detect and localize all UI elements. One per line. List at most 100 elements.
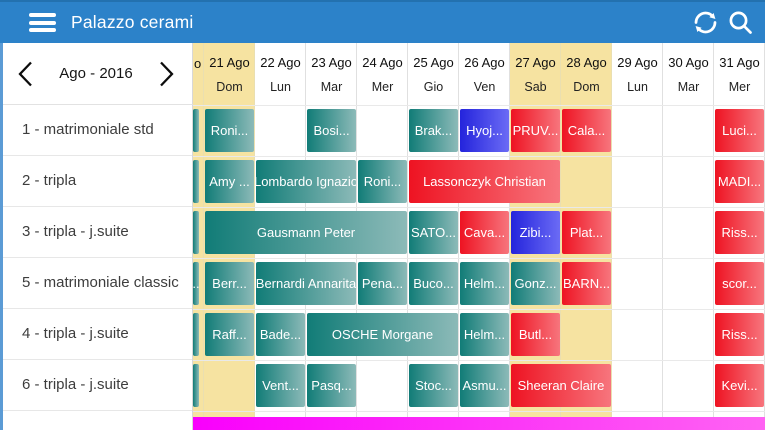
day-header-date: 29 Ago	[617, 54, 658, 70]
day-header-cell: 28 Ago Dom	[561, 43, 612, 105]
booking-block[interactable]: Luci...	[715, 109, 764, 152]
day-header-dow: Mer	[728, 79, 751, 94]
room-row: 4 - tripla - j.suite	[0, 309, 192, 360]
day-header-dow: Lun	[270, 79, 291, 94]
row-divider	[193, 207, 765, 208]
booking-block[interactable]: PRUV...	[511, 109, 560, 152]
day-header-cell: 26 Ago Ven	[459, 43, 510, 105]
day-header-cell: 27 Ago Sab	[510, 43, 561, 105]
day-header-dow: Dom	[216, 79, 243, 94]
day-header-date: 25 Ago	[413, 54, 454, 70]
row-divider	[193, 360, 765, 361]
day-header-date: 30 Ago	[668, 54, 709, 70]
room-row: 3 - tripla - j.suite	[0, 207, 192, 258]
booking-block[interactable]	[193, 364, 199, 407]
booking-block[interactable]: Berr...	[205, 262, 254, 305]
room-row: 1 - matrimoniale std	[0, 105, 192, 156]
row-divider	[193, 309, 765, 310]
day-header-cell: 25 Ago Gio	[408, 43, 459, 105]
top-app-bar: Palazzo cerami	[0, 0, 765, 43]
booking-block[interactable]	[193, 211, 199, 254]
left-accent-strip	[0, 43, 3, 430]
day-header-date: 21 Ago	[209, 54, 250, 70]
day-header-dow: Lun	[627, 79, 648, 94]
row-divider	[193, 156, 765, 157]
room-row: 6 - tripla - j.suite	[0, 360, 192, 411]
booking-block[interactable]: Amy ...	[205, 160, 254, 203]
booking-block[interactable]: Bernardi Annarita	[256, 262, 356, 305]
day-header-cell: 23 Ago Mar	[306, 43, 357, 105]
booking-block[interactable]: Sheeran Claire	[511, 364, 611, 407]
booking-block[interactable]: Cava...	[460, 211, 509, 254]
day-header-dow: Ven	[473, 79, 496, 94]
day-header-dow: Sab	[524, 79, 547, 94]
booking-block[interactable]: Kevi...	[715, 364, 764, 407]
booking-block[interactable]: Helm...	[460, 262, 509, 305]
room-list: 1 - matrimoniale std 2 - tripla 3 - tripla…	[0, 105, 193, 430]
booking-block[interactable]: Lombardo Ignazio	[256, 160, 356, 203]
day-header-date: 27 Ago	[515, 54, 556, 70]
booking-block[interactable]: Bade...	[256, 313, 305, 356]
booking-block[interactable]: scor...	[715, 262, 764, 305]
day-header-cell: 21 Ago Dom	[204, 43, 255, 105]
booking-block[interactable]	[193, 313, 199, 356]
booking-block[interactable]	[193, 109, 199, 152]
booking-block[interactable]: Pasq...	[307, 364, 356, 407]
booking-block[interactable]: Helm...	[460, 313, 509, 356]
booking-block[interactable]: BARN...	[562, 262, 611, 305]
booking-block[interactable]: Asmu...	[460, 364, 509, 407]
row-divider	[193, 258, 765, 259]
day-header-cell: 30 Ago Mar	[663, 43, 714, 105]
row-divider	[193, 105, 765, 106]
day-header-dow: Mer	[371, 79, 394, 94]
booking-block[interactable]: Stoc...	[409, 364, 458, 407]
room-row: 5 - matrimoniale classic	[0, 258, 192, 309]
booking-block[interactable]: Pena...	[358, 262, 407, 305]
day-header-partial: o	[193, 43, 204, 105]
booking-block[interactable]: Riss...	[715, 211, 764, 254]
search-icon[interactable]	[727, 9, 754, 36]
booking-block[interactable]: Riss...	[715, 313, 764, 356]
booking-block[interactable]: OSCHE Morgane	[307, 313, 458, 356]
footer-progress-bar	[193, 417, 765, 430]
booking-block[interactable]: ..	[193, 262, 199, 305]
day-header-cell: 29 Ago Lun	[612, 43, 663, 105]
booking-block[interactable]	[193, 160, 199, 203]
day-header-dow: Gio	[423, 79, 444, 94]
topbar-actions	[692, 9, 754, 36]
day-header-cell: 22 Ago Lun	[255, 43, 306, 105]
booking-block[interactable]: Buco...	[409, 262, 458, 305]
booking-block[interactable]: SATO...	[409, 211, 458, 254]
booking-block[interactable]: Hyoj...	[460, 109, 509, 152]
room-row: 2 - tripla	[0, 156, 192, 207]
booking-block[interactable]: Brak...	[409, 109, 458, 152]
booking-block[interactable]: Bosi...	[307, 109, 356, 152]
booking-block[interactable]: MADI...	[715, 160, 764, 203]
booking-block[interactable]: Zibi...	[511, 211, 560, 254]
day-header-cell: 24 Ago Mer	[357, 43, 408, 105]
booking-block[interactable]: Roni...	[205, 109, 254, 152]
booking-block[interactable]: Butl...	[511, 313, 560, 356]
booking-block[interactable]: Roni...	[358, 160, 407, 203]
day-header-date: 31 Ago	[719, 54, 760, 70]
prev-month-button[interactable]	[17, 60, 34, 88]
next-month-button[interactable]	[158, 60, 175, 88]
day-header-date: 24 Ago	[362, 54, 403, 70]
booking-block[interactable]: Raff...	[205, 313, 254, 356]
day-header-date: 23 Ago	[311, 54, 352, 70]
booking-block[interactable]: Plat...	[562, 211, 611, 254]
booking-block[interactable]: Cala...	[562, 109, 611, 152]
row-divider	[193, 411, 765, 412]
booking-block[interactable]: Lassonczyk Christian	[409, 160, 560, 203]
month-navigator: Ago - 2016	[0, 43, 193, 105]
menu-icon[interactable]	[29, 10, 56, 36]
month-label: Ago - 2016	[59, 65, 133, 82]
day-header-dow: Mar	[677, 79, 700, 94]
booking-block[interactable]: Gausmann Peter	[205, 211, 407, 254]
app-title: Palazzo cerami	[71, 12, 194, 32]
booking-block[interactable]: Vent...	[256, 364, 305, 407]
day-header-fragment: o	[194, 56, 202, 71]
booking-block[interactable]: Gonz...	[511, 262, 560, 305]
refresh-icon[interactable]	[692, 9, 719, 36]
